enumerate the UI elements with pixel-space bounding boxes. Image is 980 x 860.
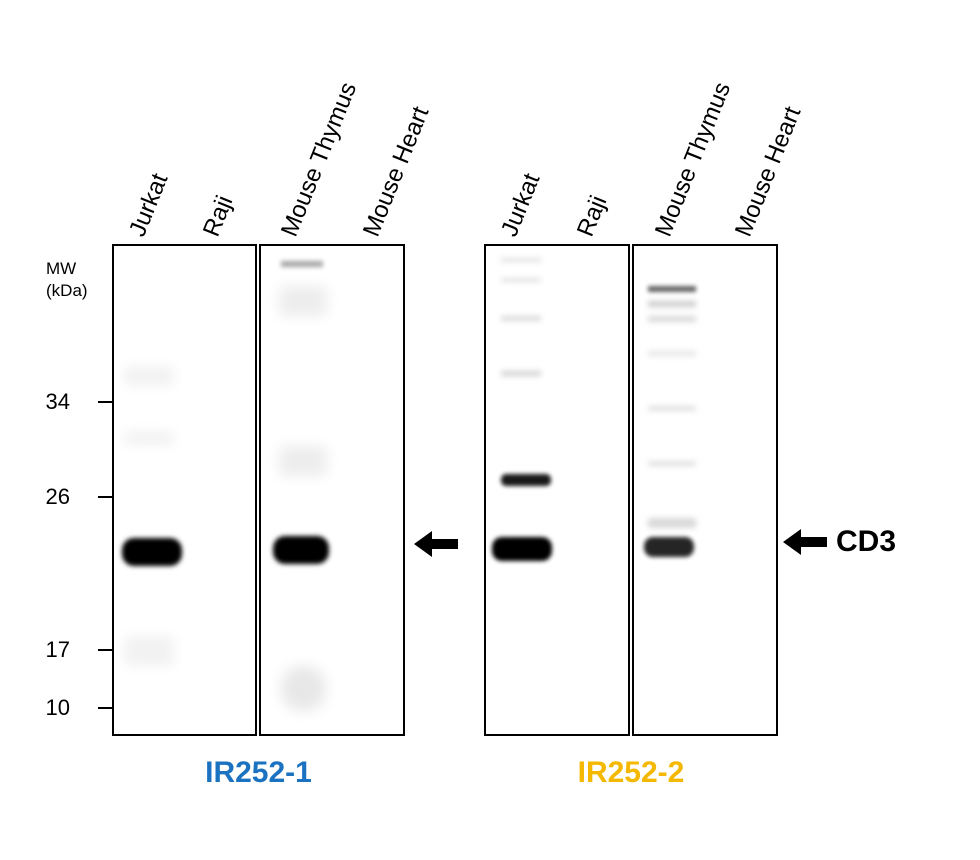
blot2-lane-raji-label: Raji [571,191,613,241]
blot1-lane-mouse-heart-label: Mouse Heart [357,102,435,241]
jurkat-upper-band [501,474,551,486]
thymus-top-band [281,261,323,267]
target-protein-label: CD3 [836,525,897,558]
blot1-lane-raji-label: Raji [197,191,239,241]
thymus-cd3-band [273,536,329,564]
thymus-cd3-band [644,537,694,557]
mw-tick-17 [98,649,112,651]
mw-marker-10: 10 [45,695,70,720]
thymus-ladder-bands [648,301,696,528]
blot2-panel-mouse [632,244,778,736]
mw-title-line1: MW [46,259,77,278]
mw-marker-17: 17 [45,637,70,662]
mw-marker-26: 26 [45,484,70,509]
blot1-human-bands [122,366,182,666]
blot2-lane-jurkat-label: Jurkat [495,169,546,241]
blot2-mouse-bands [644,286,696,557]
left-arrow-icon [414,531,458,557]
blot2-lane-mouse-heart-label: Mouse Heart [729,102,807,241]
mw-axis-title: MW (kDa) [46,258,88,302]
blot1-mouse-bands [273,261,329,711]
blot1-panel-mouse [259,244,405,736]
left-arrow-icon [783,529,827,555]
blot2-panel-human [484,244,630,736]
mw-title-line2: (kDa) [46,281,88,300]
blot2-antibody-label: IR252-2 [577,756,685,789]
jurkat-cd3-band [492,537,552,561]
jurkat-cd3-band [122,538,182,566]
mw-tick-26 [98,496,112,498]
thymus-faint-smear [279,286,327,476]
blot1-lane-jurkat-label: Jurkat [123,169,174,241]
mw-tick-10 [98,707,112,709]
mw-marker-34: 34 [45,389,70,414]
blot1-lane-mouse-thymus-label: Mouse Thymus [275,78,363,241]
thymus-upper-band [648,286,696,292]
blot2-lane-mouse-thymus-label: Mouse Thymus [649,78,737,241]
jurkat-ladder-bands [501,258,541,376]
jurkat-faint-smear [124,366,174,666]
mw-tick-34 [98,401,112,403]
thymus-low-smear [281,666,326,711]
blot1-panel-human [112,244,257,736]
blot2-human-bands [492,258,552,561]
blot1-antibody-label: IR252-1 [205,756,312,789]
